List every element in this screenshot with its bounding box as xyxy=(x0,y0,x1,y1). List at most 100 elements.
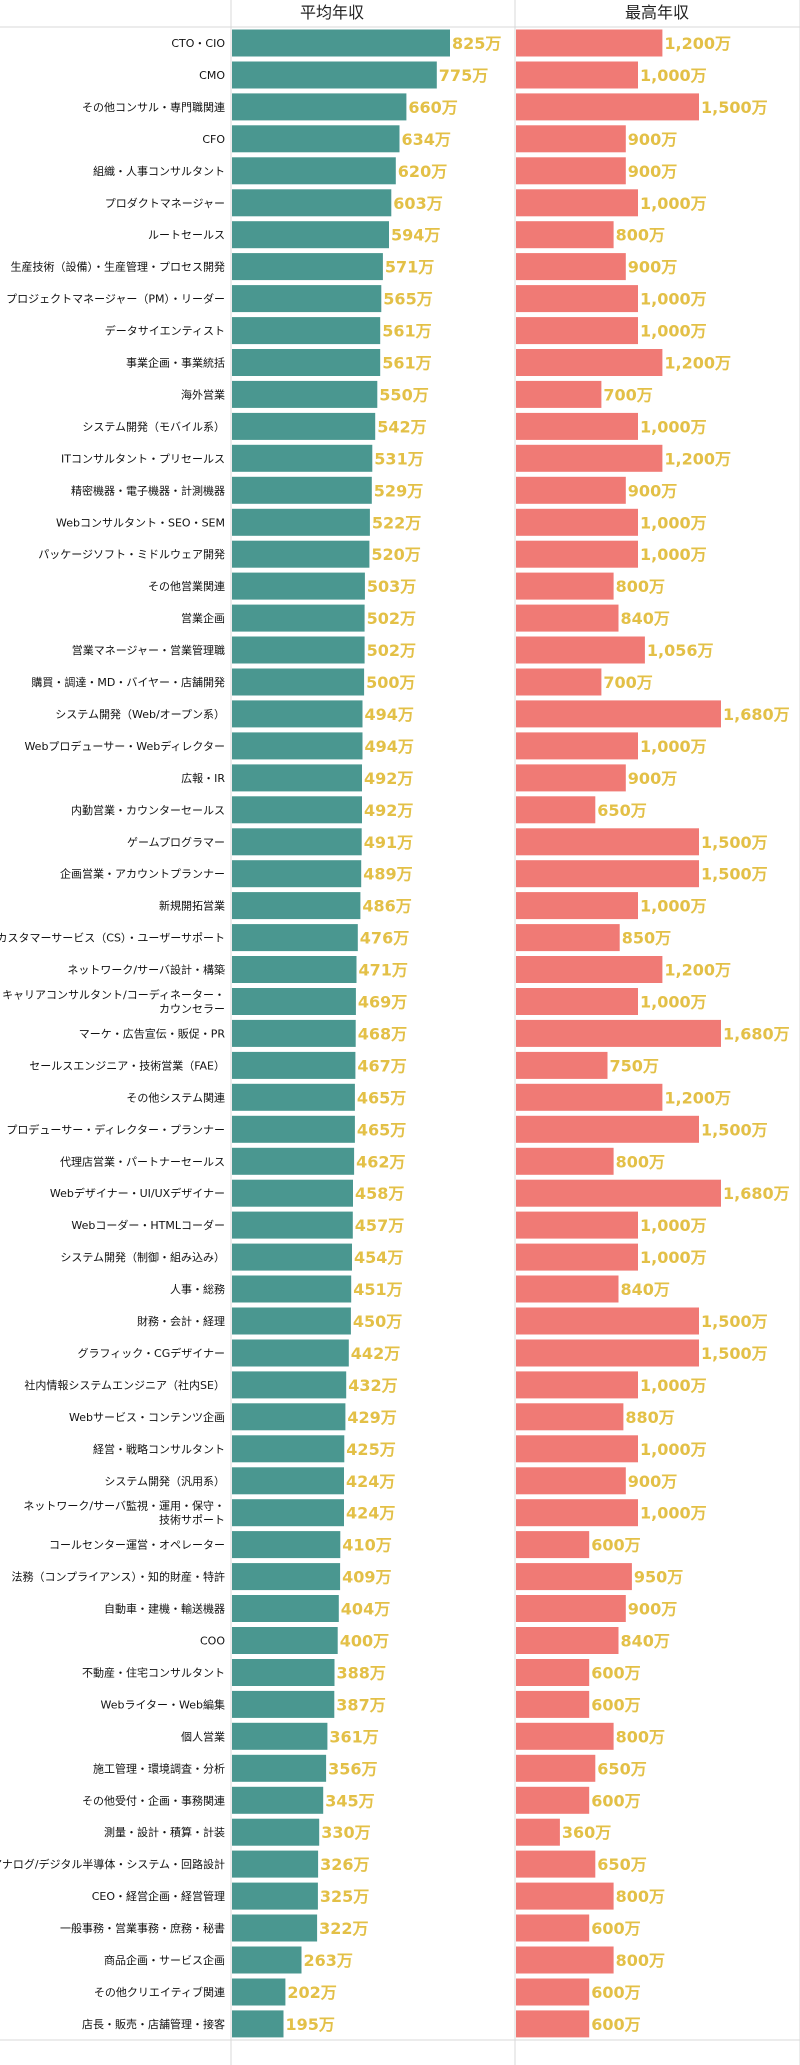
max-salary-label: 840万 xyxy=(621,1280,670,1299)
max-salary-bar xyxy=(516,508,638,536)
max-salary-label: 1,500万 xyxy=(701,98,768,117)
average-salary-bar xyxy=(232,892,361,920)
category-label: 精密機器・電子機器・計測機器 xyxy=(71,483,225,497)
category-label: ルートセールス xyxy=(148,229,225,242)
chart-row: プロダクトマネージャー 603万 1,000万 xyxy=(105,189,707,217)
average-salary-bar xyxy=(232,1786,324,1814)
average-salary-label: 565万 xyxy=(383,290,432,309)
average-salary-label: 494万 xyxy=(365,737,414,756)
chart-row: 一般事務・営業事務・庶務・秘書 322万 600万 xyxy=(60,1914,641,1942)
category-label: カウンセラー xyxy=(159,1003,225,1016)
max-salary-label: 1,000万 xyxy=(640,290,707,309)
category-label: アナログ/デジタル半導体・システム・回路設計 xyxy=(0,1857,225,1871)
max-salary-bar xyxy=(516,1403,624,1431)
max-salary-bar xyxy=(516,412,638,440)
max-salary-bar xyxy=(516,1563,632,1591)
max-salary-bar xyxy=(516,1659,590,1686)
max-salary-label: 700万 xyxy=(603,673,652,692)
average-salary-label: 465万 xyxy=(357,1120,406,1139)
chart-row: システム開発（モバイル系） 542万 1,000万 xyxy=(82,412,707,440)
average-salary-bar xyxy=(232,1850,319,1878)
average-salary-label: 603万 xyxy=(393,194,442,213)
max-salary-label: 600万 xyxy=(591,1536,640,1555)
average-salary-bar xyxy=(232,1403,346,1431)
chart-row: 施工管理・環境調査・分析 356万 650万 xyxy=(93,1754,647,1782)
max-salary-bar xyxy=(516,1818,560,1846)
average-salary-label: 594万 xyxy=(391,226,440,245)
category-label: 商品企画・サービス企画 xyxy=(104,1953,225,1967)
max-salary-bar xyxy=(516,636,645,664)
average-salary-label: 325万 xyxy=(320,1887,369,1906)
chart-row: 新規開拓営業 486万 1,000万 xyxy=(159,892,707,920)
max-salary-bar xyxy=(516,444,663,472)
category-label: 経営・戦略コンサルタント xyxy=(93,1442,225,1456)
average-salary-bar xyxy=(232,1659,335,1686)
category-label: パッケージソフト・ミドルウェア開発 xyxy=(38,547,225,561)
chart-row: COO 400万 840万 xyxy=(200,1627,670,1654)
chart-row: その他コンサル・専門職関連 660万 1,500万 xyxy=(82,93,768,121)
category-label: 生産技術（設備）・生産管理・プロセス開発 xyxy=(11,260,226,274)
category-label: 購買・調達・MD・バイヤー・店舗開発 xyxy=(31,675,225,689)
average-salary-label: 469万 xyxy=(358,993,407,1012)
average-salary-label: 409万 xyxy=(342,1568,391,1587)
max-salary-bar xyxy=(516,988,638,1015)
max-salary-label: 1,000万 xyxy=(640,1216,707,1235)
category-label: CFO xyxy=(202,133,225,146)
average-salary-label: 561万 xyxy=(382,322,431,341)
max-salary-bar xyxy=(516,1051,608,1079)
chart-row: その他受付・企画・事務関連 345万 600万 xyxy=(82,1786,641,1814)
max-salary-label: 880万 xyxy=(625,1408,674,1427)
chart-row: CFO 634万 900万 xyxy=(202,125,677,153)
average-salary-label: 492万 xyxy=(364,769,413,788)
category-label: 事業企画・事業統括 xyxy=(126,356,225,370)
max-salary-bar xyxy=(516,476,626,504)
max-salary-label: 800万 xyxy=(616,1951,665,1970)
average-salary-bar xyxy=(232,1690,335,1718)
average-salary-label: 502万 xyxy=(367,609,416,628)
chart-row: 営業企画 502万 840万 xyxy=(181,604,670,632)
chart-row: 内勤営業・カウンターセールス 492万 650万 xyxy=(71,796,647,824)
max-salary-bar xyxy=(516,1914,590,1942)
category-label: Webデザイナー・UI/UXデザイナー xyxy=(50,1186,225,1200)
max-salary-bar xyxy=(516,93,699,121)
category-label: 施工管理・環境調査・分析 xyxy=(93,1761,225,1775)
max-salary-label: 1,200万 xyxy=(664,1088,731,1107)
average-salary-label: 634万 xyxy=(402,130,451,149)
average-salary-bar xyxy=(232,1211,353,1239)
average-salary-bar xyxy=(232,1115,355,1143)
max-salary-label: 600万 xyxy=(591,1919,640,1938)
average-salary-bar xyxy=(232,924,358,952)
max-salary-bar xyxy=(516,253,626,281)
chart-row: 法務（コンプライアンス）・知的財産・特許 409万 950万 xyxy=(11,1563,683,1591)
max-salary-bar xyxy=(516,1147,614,1175)
average-salary-bar xyxy=(232,1627,338,1654)
average-salary-bar xyxy=(232,1371,347,1399)
average-salary-label: 356万 xyxy=(328,1759,377,1778)
average-salary-bar xyxy=(232,189,392,217)
max-salary-bar xyxy=(516,1786,590,1814)
average-salary-label: 491万 xyxy=(364,833,413,852)
max-salary-bar xyxy=(516,828,699,856)
average-salary-bar xyxy=(232,61,437,89)
max-salary-bar xyxy=(516,1019,721,1047)
max-salary-bar xyxy=(516,1339,699,1367)
average-salary-label: 387万 xyxy=(336,1695,385,1714)
max-salary-label: 700万 xyxy=(603,385,652,404)
chart-row: 社内情報システムエンジニア（社内SE） 432万 1,000万 xyxy=(24,1371,707,1399)
max-salary-label: 1,000万 xyxy=(640,322,707,341)
average-salary-label: 322万 xyxy=(319,1919,368,1938)
max-salary-label: 1,056万 xyxy=(647,641,714,660)
average-salary-bar xyxy=(232,1722,328,1750)
max-salary-label: 1,000万 xyxy=(640,513,707,532)
header-max-salary: 最高年収 xyxy=(625,3,689,22)
average-salary-bar xyxy=(232,1563,341,1591)
max-salary-bar xyxy=(516,1083,663,1111)
category-label: 広報・IR xyxy=(181,772,225,785)
average-salary-bar xyxy=(232,1946,302,1974)
max-salary-label: 1,500万 xyxy=(701,865,768,884)
chart-row: セールスエンジニア・技術営業（FAE） 467万 750万 xyxy=(29,1051,659,1079)
category-label: 測量・設計・積算・計装 xyxy=(104,1825,225,1839)
max-salary-bar xyxy=(516,572,614,600)
